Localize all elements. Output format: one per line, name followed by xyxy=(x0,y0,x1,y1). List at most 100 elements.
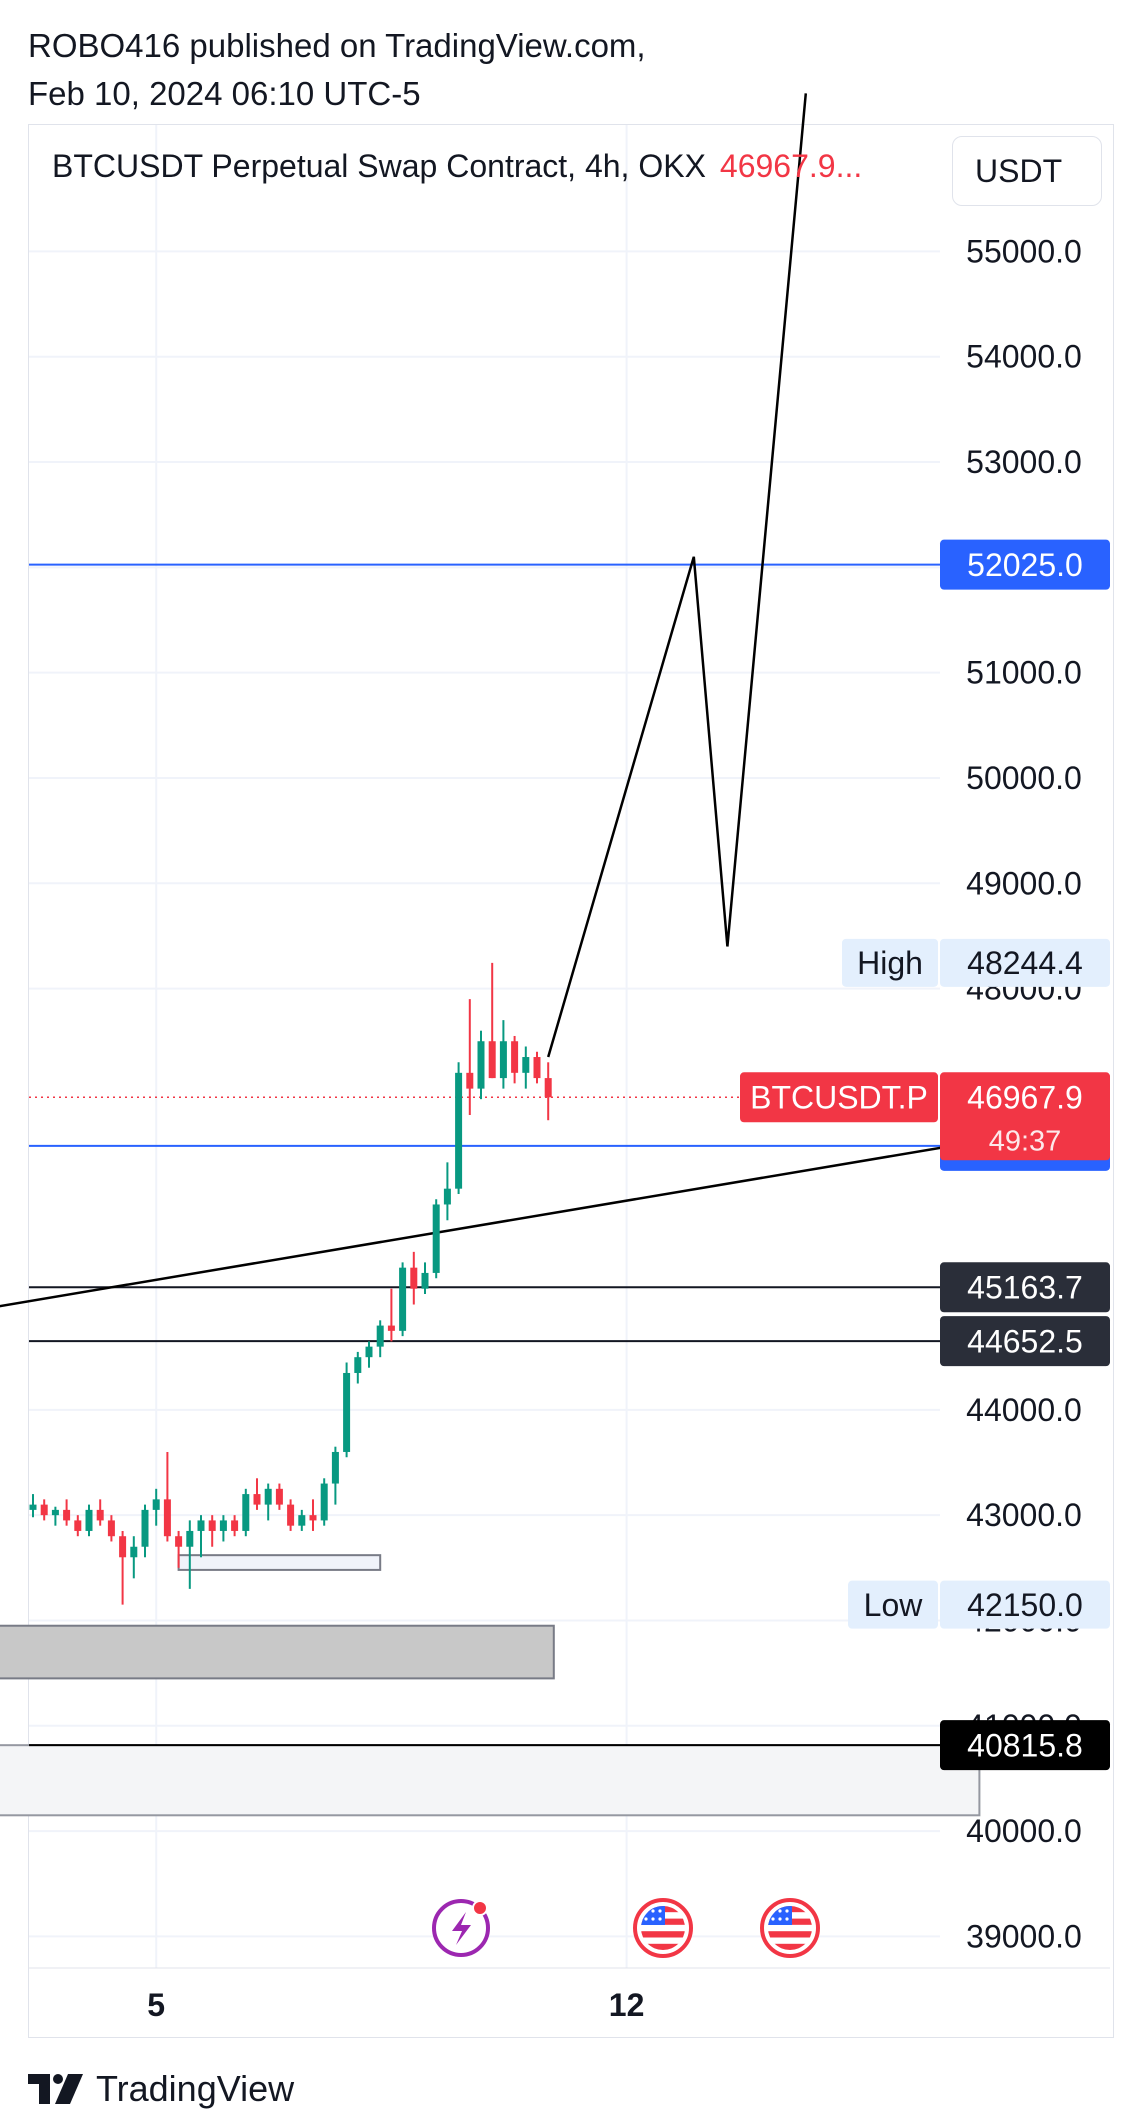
candle-body xyxy=(29,1504,37,1510)
candle-body xyxy=(141,1509,149,1547)
candle-body xyxy=(432,1204,440,1273)
candle-body xyxy=(152,1499,160,1510)
candle-body xyxy=(354,1357,362,1373)
candle-body xyxy=(130,1546,138,1558)
candle-body xyxy=(219,1520,227,1531)
tradingview-logo[interactable]: TradingView xyxy=(28,2068,294,2110)
candle-body xyxy=(74,1520,82,1531)
axis-price-label: 52025.0 xyxy=(967,547,1083,583)
current-symbol-label: BTCUSDT.P xyxy=(750,1079,928,1115)
us-flag-icon[interactable] xyxy=(760,1898,820,1958)
candle-body xyxy=(376,1325,384,1347)
x-tick-label: 5 xyxy=(147,1987,165,2023)
candle-body xyxy=(522,1057,530,1073)
candle-body xyxy=(399,1267,407,1331)
tradingview-brand: TradingView xyxy=(96,2068,295,2109)
marker-price-label: 42150.0 xyxy=(967,1587,1083,1623)
candle-body xyxy=(253,1494,261,1505)
candle-body xyxy=(488,1041,496,1079)
candle-body xyxy=(410,1267,418,1289)
lightning-icon[interactable] xyxy=(432,1899,490,1957)
candle-body xyxy=(40,1504,48,1516)
candle-body xyxy=(163,1499,171,1537)
candle-body xyxy=(544,1078,552,1098)
candle-body xyxy=(320,1483,328,1521)
candle-body xyxy=(107,1520,115,1537)
y-tick-label: 50000.0 xyxy=(966,760,1082,796)
us-flag-icon[interactable] xyxy=(633,1898,693,1958)
tradingview-logo-icon xyxy=(28,2074,83,2104)
y-tick-label: 55000.0 xyxy=(966,233,1082,269)
zone-rect xyxy=(0,1744,981,1817)
marker-tag-bg xyxy=(848,1580,938,1629)
candle-body xyxy=(298,1515,306,1526)
candle-body xyxy=(197,1520,205,1531)
countdown-timer: 49:37 xyxy=(989,1125,1062,1157)
candle-body xyxy=(51,1509,59,1516)
marker-price-label-bg xyxy=(940,1580,1110,1629)
candle-body xyxy=(455,1072,463,1189)
candle-body xyxy=(287,1504,295,1526)
candle-body xyxy=(119,1536,127,1558)
candle-body xyxy=(264,1488,272,1505)
axis-price-label-bg xyxy=(940,1316,1110,1367)
publisher-line: ROBO416 published on TradingView.com, xyxy=(28,27,646,64)
marker-price-label-bg xyxy=(940,938,1110,987)
candle-body xyxy=(231,1520,239,1531)
candle-body xyxy=(421,1272,429,1289)
candle-body xyxy=(186,1530,194,1547)
y-tick-label: 54000.0 xyxy=(966,339,1082,375)
title-last-price: 46967.9... xyxy=(719,148,863,184)
candle-body xyxy=(499,1041,507,1079)
candle-body xyxy=(443,1188,451,1205)
axis-price-label-bg xyxy=(940,1720,1110,1771)
candle-body xyxy=(309,1515,317,1521)
zone-rect xyxy=(177,1554,382,1571)
axis-price-label-bg xyxy=(940,1262,1110,1313)
candle-body xyxy=(242,1494,250,1531)
symbol-title: BTCUSDT Perpetual Swap Contract, 4h, OKX xyxy=(52,148,706,184)
trend-line xyxy=(0,1140,980,1308)
current-price-value: 46967.9 xyxy=(967,1079,1083,1115)
current-price-box xyxy=(940,1072,1110,1161)
currency-button[interactable]: USDT xyxy=(952,136,1102,206)
current-symbol-label-bg xyxy=(740,1072,938,1123)
candle-body xyxy=(331,1451,339,1484)
candle-body xyxy=(387,1325,395,1331)
axis-price-label-bg xyxy=(940,539,1110,590)
y-tick-label: 51000.0 xyxy=(966,655,1082,691)
y-tick-label: 39000.0 xyxy=(966,1918,1082,1954)
candle-body xyxy=(533,1057,541,1079)
publish-date: Feb 10, 2024 06:10 UTC-5 xyxy=(28,75,421,112)
y-tick-label: 43000.0 xyxy=(966,1497,1082,1533)
candle-body xyxy=(343,1372,351,1452)
axis-price-label: 40815.8 xyxy=(967,1727,1083,1763)
chart-title: BTCUSDT Perpetual Swap Contract, 4h, OKX… xyxy=(52,148,862,185)
y-tick-label: 40000.0 xyxy=(966,1813,1082,1849)
chart-frame xyxy=(28,124,1114,2038)
candle-body xyxy=(466,1072,474,1089)
marker-tag: High xyxy=(857,945,923,981)
zone-rect xyxy=(0,1624,555,1680)
y-tick-label: 44000.0 xyxy=(966,1392,1082,1428)
publisher-info: ROBO416 published on TradingView.com, Fe… xyxy=(28,22,646,118)
y-tick-label: 53000.0 xyxy=(966,444,1082,480)
candle-body xyxy=(63,1509,71,1521)
projection-path xyxy=(546,93,808,1058)
price-axis xyxy=(940,125,1110,1968)
x-tick-label: 12 xyxy=(609,1987,645,2023)
candle-body xyxy=(175,1536,183,1547)
axis-price-label: 45163.7 xyxy=(967,1269,1083,1305)
candle-body xyxy=(96,1509,104,1521)
candle-body xyxy=(511,1041,519,1073)
candle-body xyxy=(365,1346,373,1358)
candle-body xyxy=(275,1488,283,1505)
marker-tag-bg xyxy=(842,938,938,987)
candle-body xyxy=(85,1509,93,1531)
marker-tag: Low xyxy=(864,1587,924,1623)
marker-price-label: 48244.4 xyxy=(967,945,1083,981)
axis-price-label: 44652.5 xyxy=(967,1323,1083,1359)
candle-body xyxy=(208,1520,216,1531)
candle-body xyxy=(477,1041,485,1089)
